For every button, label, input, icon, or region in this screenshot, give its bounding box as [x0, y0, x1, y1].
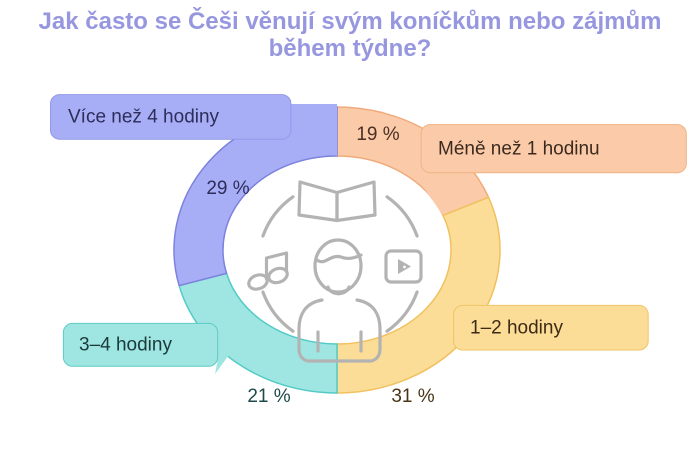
svg-text:3–4 hodiny: 3–4 hodiny	[79, 335, 172, 356]
svg-text:19 %: 19 %	[356, 124, 399, 145]
svg-text:Méně než 1 hodinu: Méně než 1 hodinu	[438, 139, 600, 160]
svg-text:31 %: 31 %	[391, 386, 434, 407]
svg-text:29 %: 29 %	[206, 178, 249, 199]
svg-text:Více než 4 hodiny: Více než 4 hodiny	[68, 107, 220, 128]
svg-text:1–2 hodiny: 1–2 hodiny	[470, 318, 563, 339]
svg-text:21 %: 21 %	[247, 386, 290, 407]
